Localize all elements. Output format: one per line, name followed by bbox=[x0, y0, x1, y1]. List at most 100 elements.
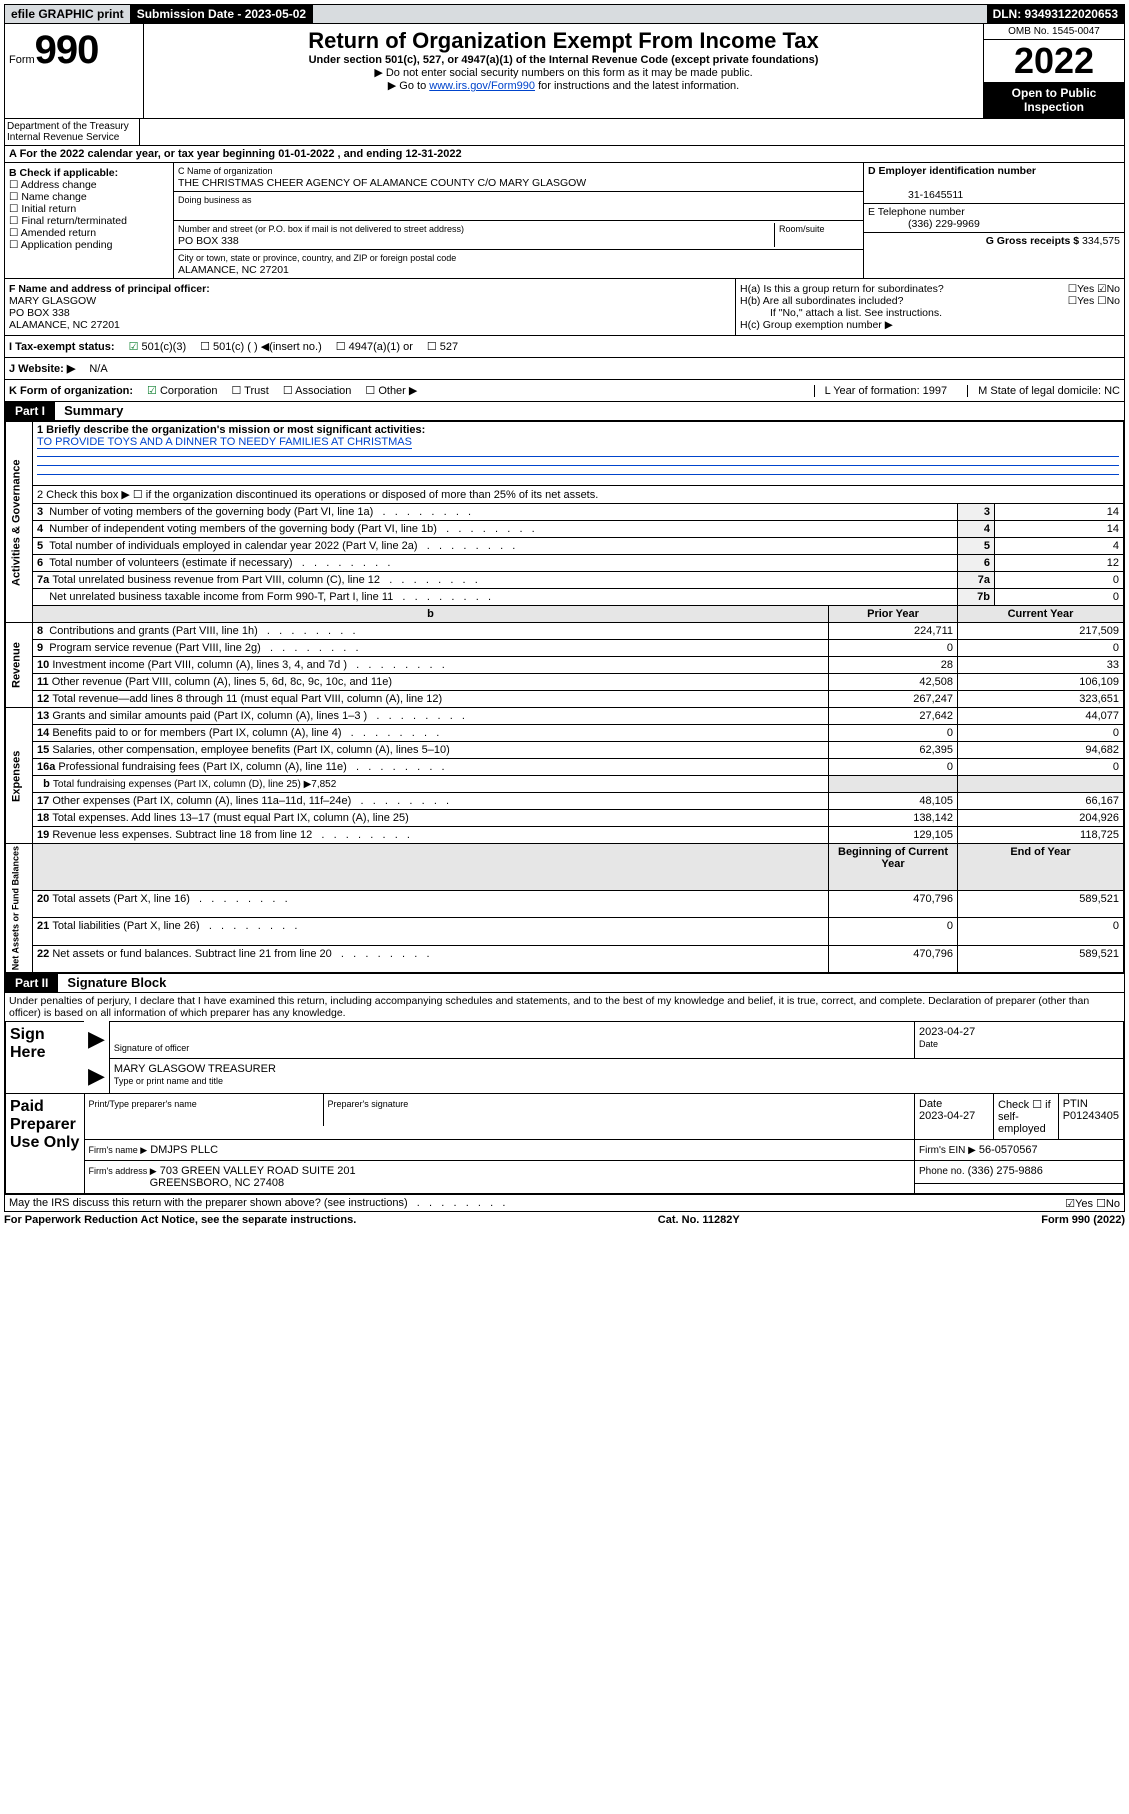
ein-value: 31-1645511 bbox=[868, 189, 963, 201]
discuss-question: May the IRS discuss this return with the… bbox=[9, 1197, 505, 1209]
part1-bar: Part I bbox=[5, 402, 55, 420]
chk-527[interactable]: 527 bbox=[427, 340, 458, 353]
discuss-answer[interactable]: ☑Yes ☐No bbox=[1065, 1197, 1120, 1210]
tax-year: 2022 bbox=[984, 40, 1124, 82]
ha-label: H(a) Is this a group return for subordin… bbox=[740, 283, 944, 295]
j-label: J Website: ▶ bbox=[9, 362, 75, 375]
part2-wrap: Part II Signature Block Under penalties … bbox=[4, 974, 1125, 1212]
self-employed-check[interactable]: Check ☐ if self-employed bbox=[994, 1094, 1059, 1139]
table-row: 22 Net assets or fund balances. Subtract… bbox=[6, 945, 1124, 972]
table-row: b Total fundraising expenses (Part IX, c… bbox=[6, 776, 1124, 793]
py-val: 470,796 bbox=[829, 945, 958, 972]
submission-date: Submission Date - 2023-05-02 bbox=[131, 5, 313, 23]
row-i: I Tax-exempt status: 501(c)(3) 501(c) ( … bbox=[4, 336, 1125, 358]
chk-address-change[interactable]: Address change bbox=[9, 179, 97, 191]
hc-label: H(c) Group exemption number ▶ bbox=[740, 319, 1120, 331]
chk-app-pending[interactable]: Application pending bbox=[9, 239, 112, 251]
part2-title: Signature Block bbox=[61, 975, 166, 990]
row-text: Total assets (Part X, line 16) bbox=[52, 893, 287, 905]
ptin-label: PTIN bbox=[1063, 1098, 1088, 1110]
cy-val: 589,521 bbox=[958, 945, 1124, 972]
part2-bar: Part II bbox=[5, 974, 58, 992]
table-row: 11 Other revenue (Part VIII, column (A),… bbox=[6, 674, 1124, 691]
table-row: Net unrelated business taxable income fr… bbox=[6, 589, 1124, 606]
py-val: 0 bbox=[829, 759, 958, 776]
row-text: Other revenue (Part VIII, column (A), li… bbox=[52, 676, 392, 688]
footer-cat: Cat. No. 11282Y bbox=[658, 1214, 740, 1226]
subtitle-2: ▶ Do not enter social security numbers o… bbox=[148, 66, 979, 79]
end-year-head: End of Year bbox=[958, 844, 1124, 891]
row-num: 7a bbox=[958, 572, 995, 589]
side-netassets: Net Assets or Fund Balances bbox=[6, 844, 33, 973]
room-label: Room/suite bbox=[779, 224, 825, 234]
chk-other[interactable]: Other ▶ bbox=[365, 384, 417, 397]
firm-addr2: GREENSBORO, NC 27408 bbox=[150, 1177, 285, 1189]
row-val: 14 bbox=[995, 504, 1124, 521]
gross-receipts: 334,575 bbox=[1082, 235, 1120, 247]
chk-4947[interactable]: 4947(a)(1) or bbox=[336, 340, 413, 353]
chk-final-return[interactable]: Final return/terminated bbox=[9, 215, 127, 227]
state-domicile: M State of legal domicile: NC bbox=[967, 385, 1120, 397]
open-to-public: Open to Public Inspection bbox=[984, 82, 1124, 118]
officer-name: MARY GLASGOW bbox=[9, 295, 96, 307]
sub3-pre: ▶ Go to bbox=[388, 80, 429, 92]
sub3-post: for instructions and the latest informat… bbox=[535, 80, 739, 92]
year-formation: L Year of formation: 1997 bbox=[814, 385, 948, 397]
row-num: 7b bbox=[958, 589, 995, 606]
footer-form: Form 990 (2022) bbox=[1041, 1214, 1125, 1226]
irs-link[interactable]: www.irs.gov/Form990 bbox=[429, 80, 535, 92]
chk-name-change[interactable]: Name change bbox=[9, 191, 87, 203]
chk-initial-return[interactable]: Initial return bbox=[9, 203, 76, 215]
cy-val: 118,725 bbox=[958, 827, 1124, 844]
chk-association[interactable]: Association bbox=[283, 384, 352, 397]
cy-val: 0 bbox=[958, 725, 1124, 742]
chk-corporation[interactable]: Corporation bbox=[147, 384, 217, 397]
org-city: ALAMANCE, NC 27201 bbox=[178, 264, 289, 276]
chk-amended[interactable]: Amended return bbox=[9, 227, 96, 239]
i-label: I Tax-exempt status: bbox=[9, 341, 115, 353]
e-label: E Telephone number bbox=[868, 206, 965, 218]
signature-table: Sign Here ▶ Signature of officer 2023-04… bbox=[5, 1021, 1124, 1194]
py-val: 62,395 bbox=[829, 742, 958, 759]
cy-val: 33 bbox=[958, 657, 1124, 674]
form-title: Return of Organization Exempt From Incom… bbox=[148, 28, 979, 54]
table-row: 18 Total expenses. Add lines 13–17 (must… bbox=[6, 810, 1124, 827]
d-label: D Employer identification number bbox=[868, 165, 1036, 177]
table-row: 14 Benefits paid to or for members (Part… bbox=[6, 725, 1124, 742]
table-row: 6 Total number of volunteers (estimate i… bbox=[6, 555, 1124, 572]
preparer-date: 2023-04-27 bbox=[919, 1110, 975, 1122]
chk-501c3[interactable]: 501(c)(3) bbox=[129, 340, 187, 353]
py-val: 0 bbox=[829, 640, 958, 657]
row-text: Contributions and grants (Part VIII, lin… bbox=[49, 625, 355, 637]
table-row: 17 Other expenses (Part IX, column (A), … bbox=[6, 793, 1124, 810]
part1-wrap: Part I Summary Activities & Governance 1… bbox=[4, 402, 1125, 974]
subtitle-3: ▶ Go to www.irs.gov/Form990 for instruct… bbox=[148, 79, 979, 92]
table-row: 5 Total number of individuals employed i… bbox=[6, 538, 1124, 555]
city-label: City or town, state or province, country… bbox=[178, 253, 456, 263]
chk-501c[interactable]: 501(c) ( ) ◀(insert no.) bbox=[200, 340, 322, 353]
hb-answer[interactable]: ☐Yes ☐No bbox=[1068, 295, 1120, 307]
row-text: Total revenue—add lines 8 through 11 (mu… bbox=[52, 693, 442, 705]
part1-title: Summary bbox=[58, 403, 123, 418]
page-footer: For Paperwork Reduction Act Notice, see … bbox=[4, 1212, 1125, 1228]
ha-answer[interactable]: ☐Yes ☑No bbox=[1068, 283, 1120, 295]
preparer-name-label: Print/Type preparer's name bbox=[89, 1099, 197, 1109]
firm-name-label: Firm's name ▶ bbox=[89, 1145, 148, 1155]
sign-here-label: Sign Here bbox=[6, 1022, 85, 1094]
form-number: 990 bbox=[35, 28, 99, 72]
py-val: 0 bbox=[829, 725, 958, 742]
side-expenses: Expenses bbox=[6, 708, 33, 844]
cy-val: 66,167 bbox=[958, 793, 1124, 810]
g-label: G Gross receipts $ bbox=[986, 235, 1079, 247]
hb-label: H(b) Are all subordinates included? bbox=[740, 295, 903, 307]
chk-trust[interactable]: Trust bbox=[231, 384, 268, 397]
ptin-value: P01243405 bbox=[1063, 1110, 1119, 1122]
row-text: Program service revenue (Part VIII, line… bbox=[49, 642, 358, 654]
dba-label: Doing business as bbox=[178, 195, 252, 205]
phone-value: (336) 229-9969 bbox=[868, 218, 980, 230]
row-text: Total liabilities (Part X, line 26) bbox=[52, 920, 297, 932]
officer-type-label: Type or print name and title bbox=[114, 1076, 223, 1086]
cy-val: 204,926 bbox=[958, 810, 1124, 827]
firm-ein: 56-0570567 bbox=[979, 1144, 1038, 1156]
sig-date: 2023-04-27 bbox=[919, 1026, 975, 1038]
